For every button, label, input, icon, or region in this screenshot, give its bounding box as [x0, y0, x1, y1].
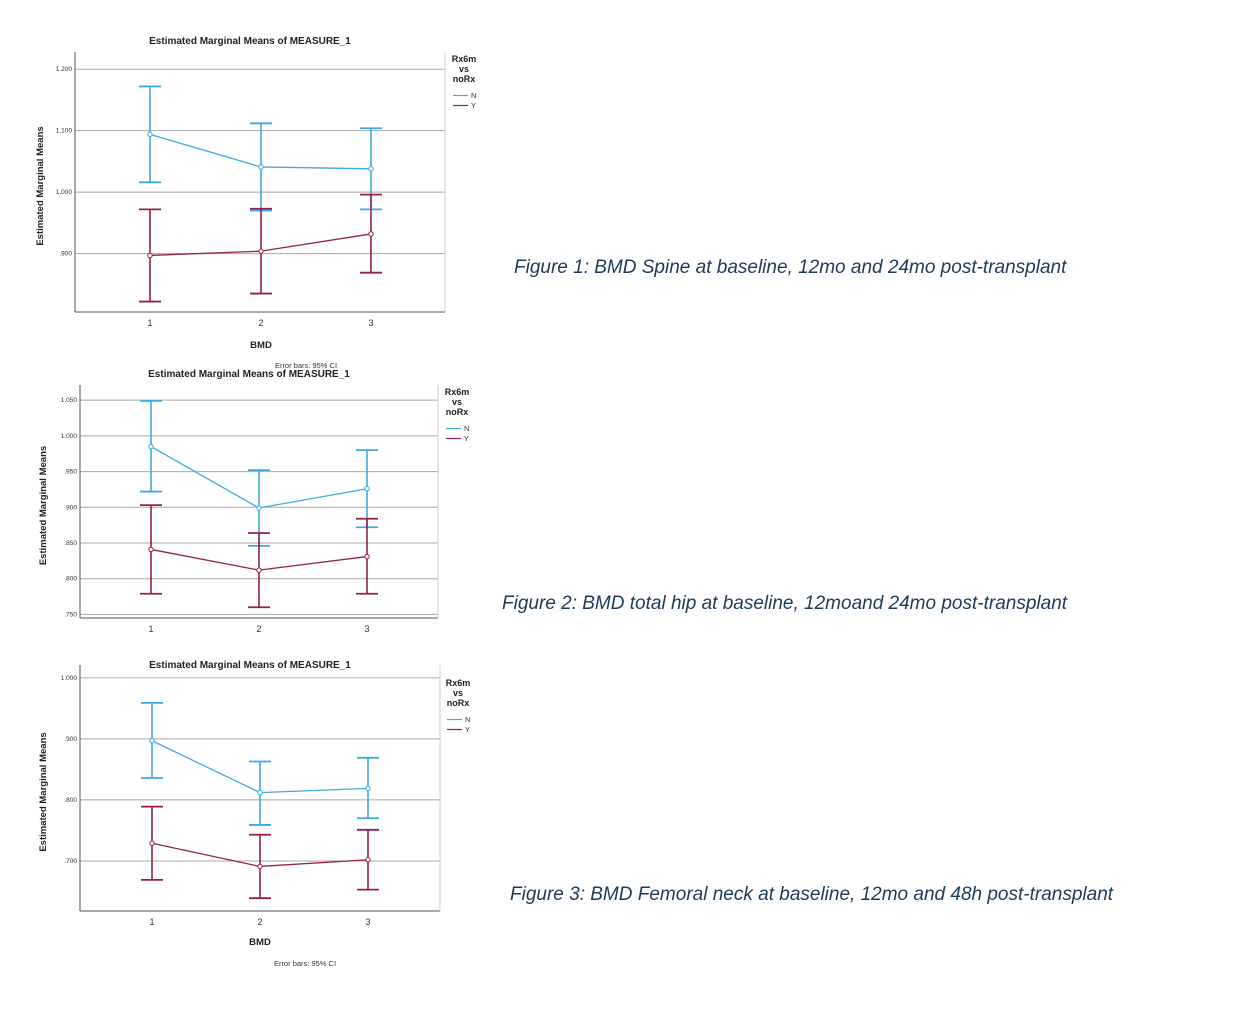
data-point-n [257, 789, 263, 796]
data-point-n [147, 131, 153, 138]
data-point-y [257, 863, 263, 870]
legend-title: noRx [447, 698, 470, 708]
y-tick-label: 1.200 [56, 66, 73, 73]
x-tick-label: 2 [257, 917, 262, 927]
x-tick-label: 1 [148, 624, 153, 634]
legend-title: Rx6m [445, 387, 470, 397]
chart-title: Estimated Marginal Means of MEASURE_1 [148, 369, 350, 380]
x-axis-label: BMD [249, 937, 271, 948]
legend-title: Rx6m [446, 678, 471, 688]
legend-label-y: Y [465, 725, 470, 734]
legend-title: vs [453, 688, 463, 698]
data-point-y [148, 546, 154, 553]
data-point-y [258, 248, 264, 254]
x-tick-label: 3 [364, 624, 369, 634]
y-tick-label: .900 [64, 736, 77, 743]
y-axis-label: Estimated Marginal Means [38, 446, 49, 565]
legend-title: vs [452, 397, 462, 407]
y-tick-label: .900 [64, 504, 77, 511]
y-tick-label: .700 [64, 858, 77, 865]
y-tick-label: 1.050 [61, 397, 78, 404]
y-tick-label: 1.000 [56, 189, 73, 196]
legend-label-y: Y [471, 101, 476, 110]
chart-spine: Estimated Marginal Means of MEASURE_1 .90… [35, 36, 477, 370]
chart-total-hip: Estimated Marginal Means of MEASURE_1 .75… [38, 369, 470, 634]
data-point-n [364, 486, 370, 492]
figure-3-caption: Figure 3: BMD Femoral neck at baseline, … [510, 884, 1114, 905]
y-tick-label: 1.100 [56, 128, 73, 135]
y-axis-label: Estimated Marginal Means [35, 126, 46, 245]
data-point-n [149, 738, 155, 744]
y-tick-label: .800 [64, 576, 77, 583]
x-tick-label: 1 [149, 917, 154, 927]
y-tick-label: 1.000 [61, 675, 78, 682]
data-point-n [148, 443, 154, 450]
x-axis-label: BMD [250, 340, 272, 351]
legend-title: vs [459, 64, 469, 74]
y-tick-label: .900 [59, 251, 72, 258]
x-tick-label: 3 [365, 917, 370, 927]
chart-title: Estimated Marginal Means of MEASURE_1 [149, 36, 351, 47]
y-axis-label: Estimated Marginal Means [38, 732, 49, 851]
x-tick-label: 1 [147, 318, 152, 328]
data-point-n [256, 505, 262, 511]
data-point-n [258, 164, 264, 170]
legend-label-y: Y [464, 434, 469, 443]
data-point-n [365, 785, 371, 792]
figure-1-caption: Figure 1: BMD Spine at baseline, 12mo an… [514, 257, 1067, 278]
y-tick-label: .800 [64, 797, 77, 804]
data-point-y [147, 252, 153, 259]
data-point-y [256, 567, 262, 573]
y-tick-label: .750 [64, 611, 77, 618]
x-tick-label: 3 [368, 318, 373, 328]
legend-title: noRx [446, 407, 469, 417]
legend-label-n: N [471, 91, 476, 100]
legend-title: Rx6m [452, 54, 477, 64]
y-tick-label: .950 [64, 469, 77, 476]
data-point-y [365, 857, 371, 863]
legend-label-n: N [464, 424, 469, 433]
y-tick-label: .850 [64, 540, 77, 547]
data-point-y [368, 231, 374, 237]
data-point-n [368, 166, 374, 172]
figure-2-caption: Figure 2: BMD total hip at baseline, 12m… [502, 593, 1068, 614]
x-tick-label: 2 [256, 624, 261, 634]
y-tick-label: 1.000 [61, 433, 78, 440]
legend-title: noRx [453, 74, 476, 84]
legend-label-n: N [465, 715, 470, 724]
chart-title: Estimated Marginal Means of MEASURE_1 [149, 660, 351, 671]
x-tick-label: 2 [258, 318, 263, 328]
error-bars-note: Error bars: 95% CI [274, 959, 336, 968]
data-point-y [364, 553, 370, 560]
data-point-y [149, 840, 155, 846]
chart-femoral-neck: Estimated Marginal Means of MEASURE_1 .70… [38, 660, 471, 968]
error-bars-note: Error bars: 95% CI [275, 361, 337, 370]
